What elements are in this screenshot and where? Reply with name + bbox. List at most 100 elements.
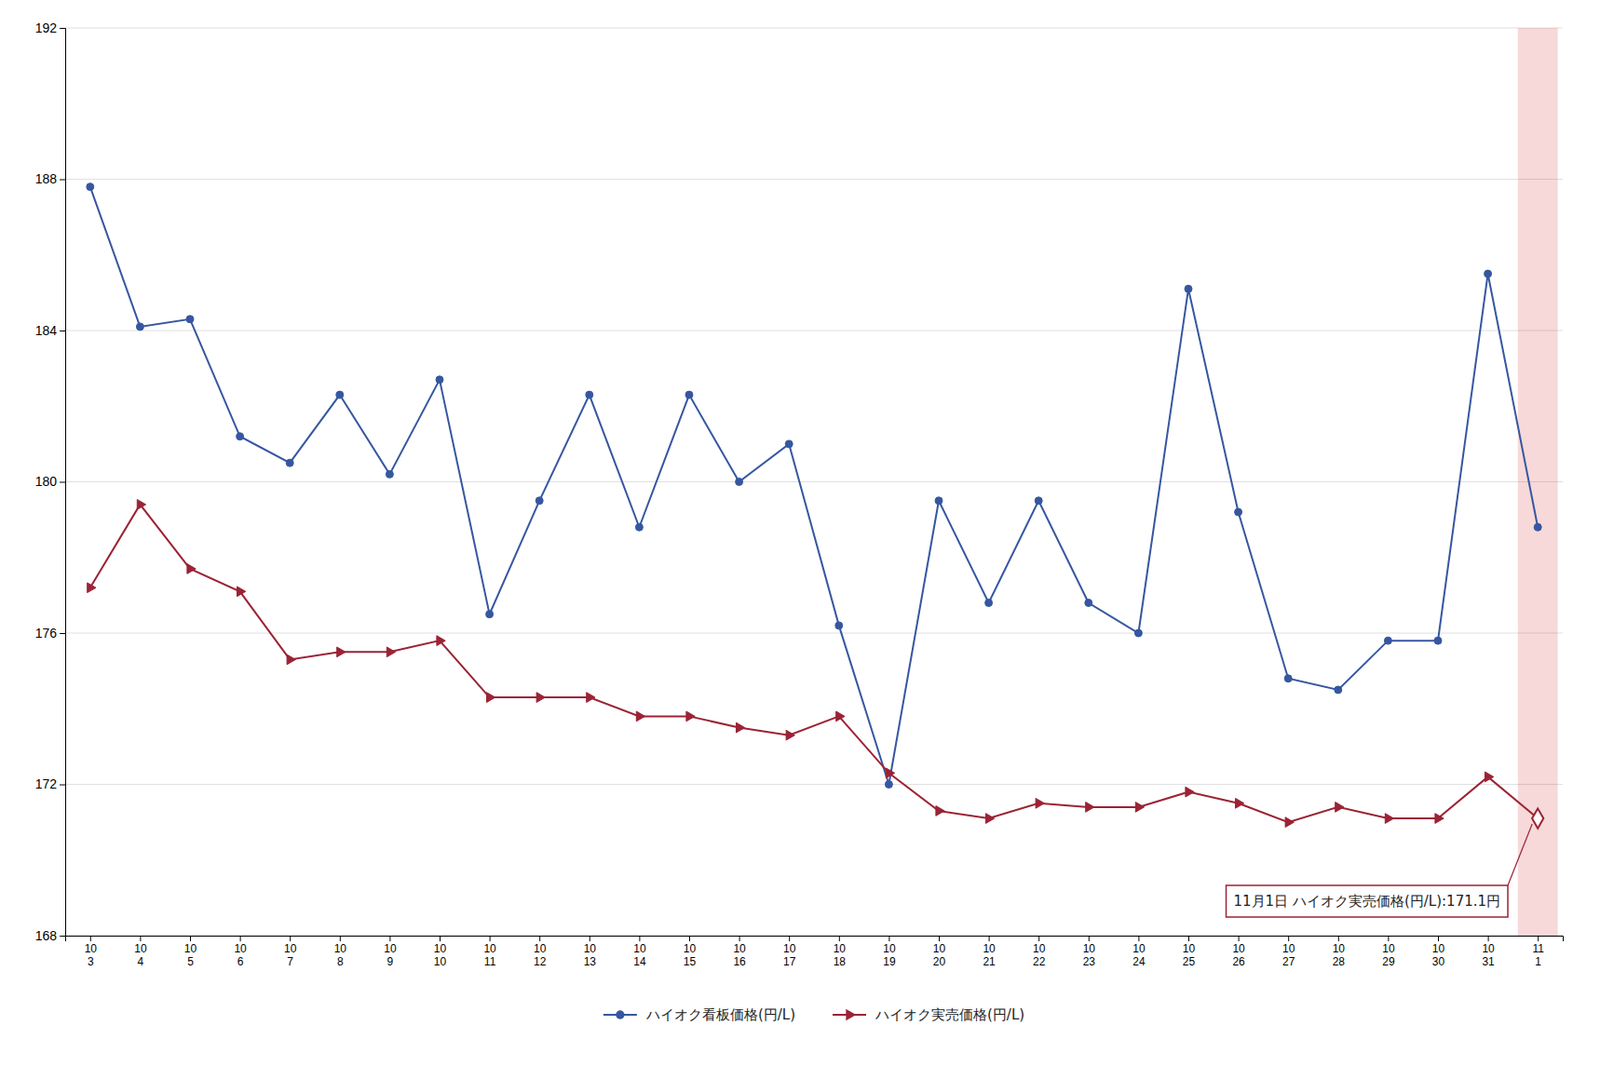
point (1135, 802, 1144, 814)
tick-label: 111 (1532, 942, 1545, 969)
point (735, 478, 744, 487)
axis-line (59, 28, 67, 937)
tick-label: 108 (334, 942, 348, 969)
tick-mark (539, 935, 541, 942)
point (86, 183, 95, 191)
tick-label-line: 10 (334, 942, 348, 956)
tick-mark (1387, 935, 1389, 942)
grid-line (65, 178, 1563, 180)
tick-label: 172 (35, 776, 58, 792)
tick-label-line: 26 (1232, 955, 1246, 969)
point (1035, 798, 1045, 809)
tick: 1030 (1432, 935, 1446, 969)
point (87, 583, 96, 594)
tick: 188 (35, 171, 66, 187)
tick-label-line: 10 (1332, 942, 1346, 956)
point (884, 781, 893, 789)
point (236, 586, 245, 597)
tick-mark (1188, 935, 1190, 942)
tick-mark (59, 330, 66, 332)
tick: 1011 (483, 935, 497, 969)
tick-label: 180 (35, 474, 58, 489)
tick-label-line: 10 (732, 942, 746, 956)
tick-mark (1138, 935, 1139, 942)
tick-mark (1537, 935, 1539, 942)
point (985, 599, 993, 608)
tick: 176 (35, 625, 66, 641)
point (786, 730, 795, 741)
tick-label-line: 23 (1083, 955, 1097, 969)
tick-label: 1026 (1232, 942, 1246, 969)
point (536, 692, 545, 704)
plot: 1681721761801841881921031041051061071081… (35, 20, 1564, 969)
tick-label: 107 (284, 942, 298, 969)
tick-label: 103 (84, 942, 98, 969)
point (1084, 599, 1093, 608)
tick: 1019 (882, 935, 896, 969)
tick-label-line: 14 (633, 955, 647, 969)
tick-label-line: 10 (233, 942, 247, 956)
tick-label: 1019 (882, 942, 896, 969)
point (1184, 284, 1193, 293)
tick-label-line: 10 (833, 942, 847, 956)
tick-label-line: 10 (433, 942, 448, 956)
tick-label: 1015 (683, 942, 697, 969)
tick-mark (59, 27, 66, 29)
tick-label-line: 9 (387, 955, 394, 969)
tick: 1023 (1083, 935, 1097, 969)
tick-label-line: 15 (683, 955, 697, 969)
tick: 106 (233, 935, 247, 969)
tick-mark (90, 935, 92, 942)
tick: 1022 (1032, 935, 1046, 969)
tick: 168 (35, 928, 66, 944)
point (1484, 270, 1492, 278)
tick-label-line: 10 (483, 942, 497, 956)
tick-label-line: 11 (484, 955, 497, 969)
tick: 103 (84, 935, 98, 969)
annotation: 11月1日 ハイオク実売価格(円/L):171.1円 (1226, 824, 1533, 918)
marks (86, 27, 1559, 936)
tick-label-line: 10 (683, 942, 697, 956)
tick: 1031 (1481, 935, 1495, 969)
tick-mark (1437, 935, 1439, 942)
point (1284, 675, 1292, 683)
legend: ハイオク看板価格(円/L)ハイオク実売価格(円/L) (603, 1006, 1025, 1024)
tick: 108 (334, 935, 348, 969)
tick-label-line: 10 (933, 942, 947, 956)
tick: 172 (35, 776, 66, 792)
tick: 184 (35, 323, 66, 339)
tick-label-line: 28 (1332, 955, 1346, 969)
tick-label-line: 6 (237, 955, 245, 969)
point (385, 470, 394, 478)
tick-label-line: 20 (933, 955, 947, 969)
tick-label-line: 10 (433, 955, 448, 969)
tick: 1024 (1132, 935, 1146, 969)
tick-label: 1020 (933, 942, 947, 969)
tick-label: 192 (35, 20, 58, 36)
tick: 1026 (1232, 935, 1246, 969)
point (337, 647, 346, 658)
tick-label: 168 (35, 928, 58, 944)
tick-label: 1013 (583, 942, 597, 969)
point (785, 440, 793, 448)
tick-label-line: 10 (284, 942, 298, 956)
point (186, 315, 194, 324)
tick-label: 1029 (1382, 942, 1396, 969)
tick-label: 1022 (1032, 942, 1046, 969)
tick-mark (489, 935, 491, 942)
tick: 109 (383, 935, 397, 969)
tick-mark (389, 935, 391, 942)
tick-mark (59, 179, 66, 181)
tick-label-line: 10 (783, 942, 797, 956)
tick-label-line: 4 (137, 955, 145, 969)
point (136, 500, 146, 511)
point (486, 692, 495, 704)
tick-label-line: 10 (84, 942, 98, 956)
grid-line (65, 784, 1563, 786)
tick-mark (189, 935, 191, 942)
point (285, 459, 294, 467)
tick-label-line: 10 (982, 942, 996, 956)
point (486, 610, 494, 619)
point (135, 323, 144, 331)
point (1234, 798, 1244, 809)
